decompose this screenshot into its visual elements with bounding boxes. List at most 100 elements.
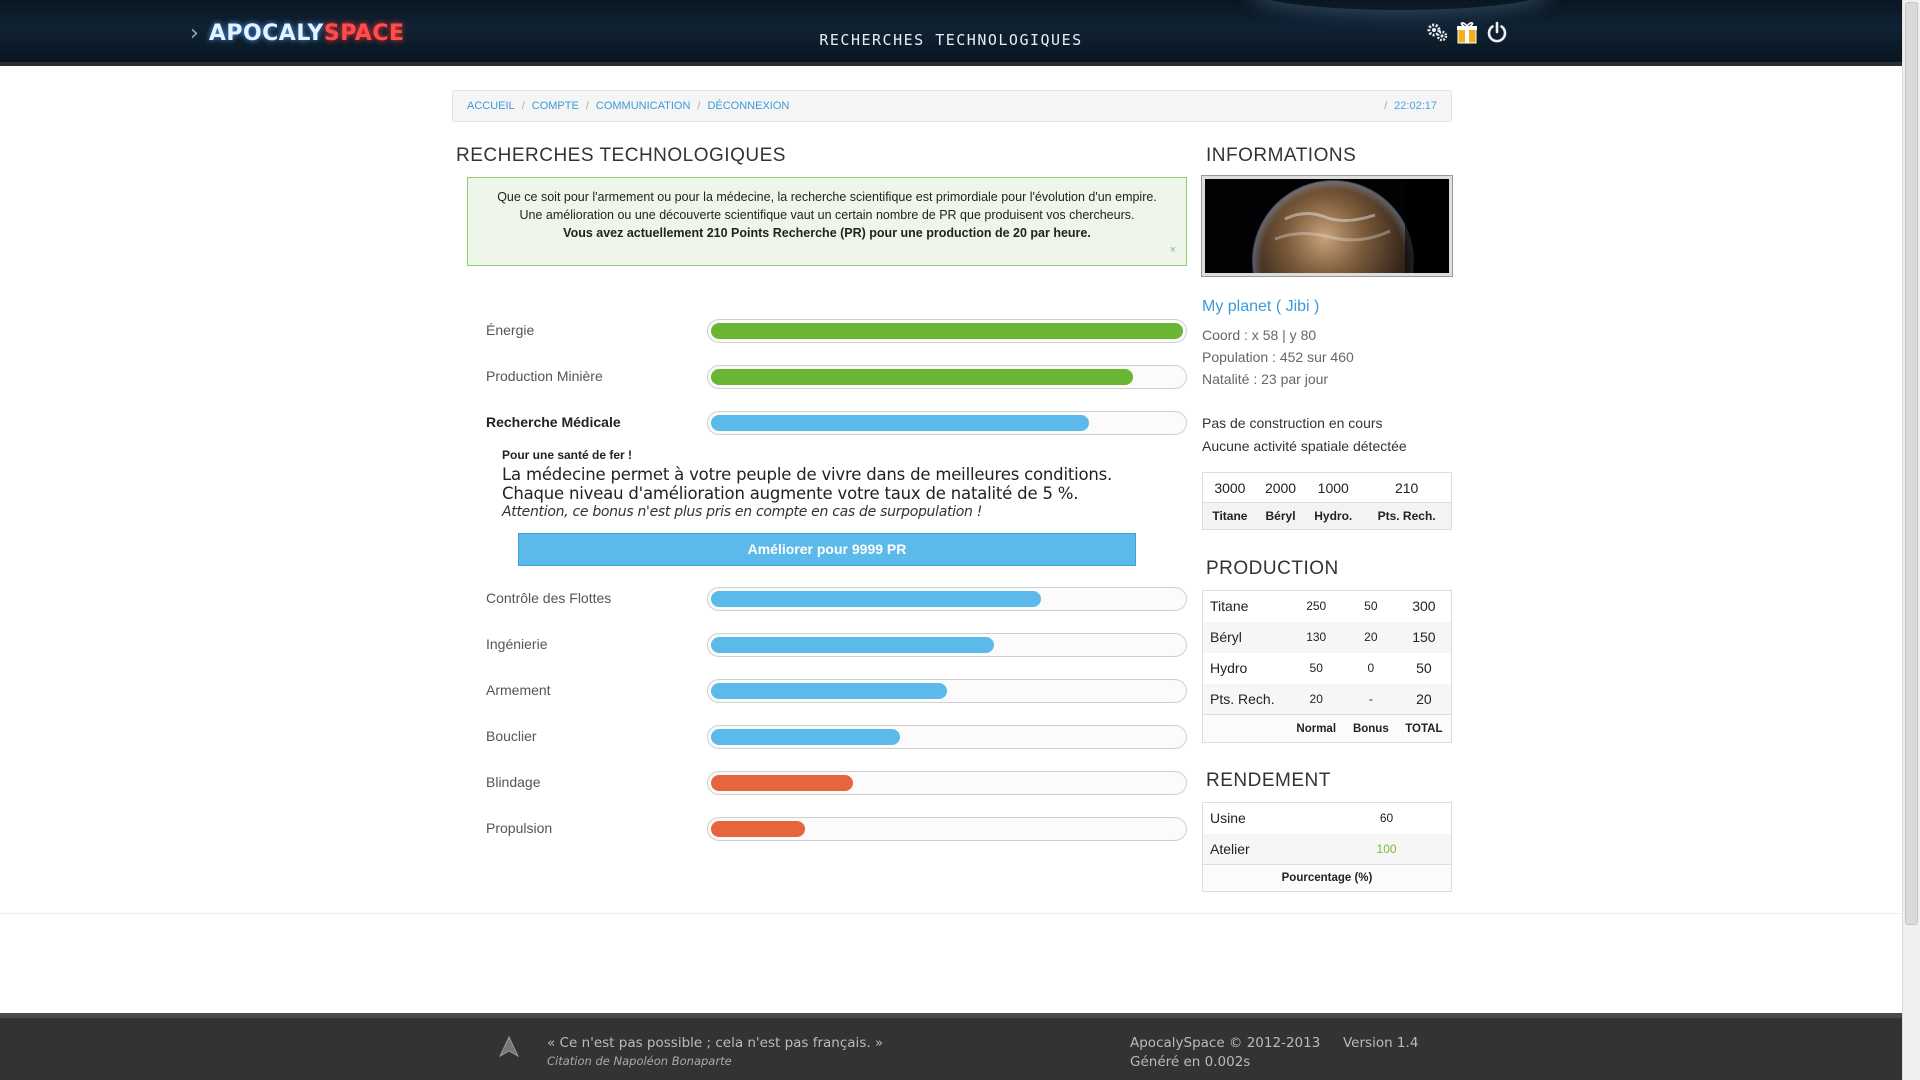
resources-labels-row: Titane Béryl Hydro. Pts. Rech. bbox=[1202, 502, 1452, 530]
planet-population: Population : 452 sur 460 bbox=[1202, 349, 1354, 365]
footer-quote: « Ce n'est pas possible ; cela n'est pas… bbox=[547, 1035, 884, 1051]
production-total: 50 bbox=[1416, 660, 1432, 676]
scrollbar-thumb[interactable] bbox=[1905, 2, 1918, 925]
tech-label: Armement bbox=[486, 682, 551, 698]
progress-fill bbox=[711, 637, 994, 653]
progress-track bbox=[707, 411, 1187, 435]
planet-natalite: Natalité : 23 par jour bbox=[1202, 371, 1329, 387]
production-normal: 20 bbox=[1287, 683, 1345, 715]
breadcrumb-communication[interactable]: COMMUNICATION bbox=[595, 100, 691, 112]
tech-row-recherche-medicale[interactable]: Recherche Médicale bbox=[486, 411, 1187, 435]
upgrade-button[interactable]: Améliorer pour 9999 PR bbox=[518, 533, 1136, 566]
gears-icon[interactable] bbox=[1425, 20, 1449, 44]
footer-version: Version 1.4 bbox=[1343, 1035, 1419, 1051]
tech-row-controle-flottes[interactable]: Contrôle des Flottes bbox=[486, 587, 1187, 611]
resource-value: 1000 bbox=[1317, 479, 1349, 496]
power-icon[interactable] bbox=[1485, 20, 1509, 44]
logo-text-part1: APOCALY bbox=[208, 20, 324, 46]
resource-value: 2000 bbox=[1264, 479, 1297, 496]
tech-row-energie[interactable]: Énergie bbox=[486, 319, 1187, 343]
tech-label: Contrôle des Flottes bbox=[486, 590, 612, 606]
resource-label: Hydro. bbox=[1304, 502, 1363, 530]
alert-line-1: Que ce soit pour l'armement ou pour la m… bbox=[497, 190, 1157, 204]
top-header: › APOCALY SPACE RECHERCHES TECHNOLOGIQUE… bbox=[0, 0, 1902, 66]
resources-table: 3000 2000 1000 210 Titane Béryl Hydro. P… bbox=[1202, 472, 1452, 530]
table-row: Pts. Rech. 20 - 20 bbox=[1202, 683, 1452, 715]
resource-label: Titane bbox=[1202, 502, 1257, 530]
rendement-footer-row: Pourcentage (%) bbox=[1202, 864, 1452, 892]
planet-name-link[interactable]: My planet ( Jibi ) bbox=[1202, 298, 1320, 315]
clock-time: 22:02:17 bbox=[1394, 100, 1437, 112]
info-alert: Que ce soit pour l'armement ou pour la m… bbox=[467, 177, 1187, 266]
planet-image bbox=[1201, 175, 1453, 277]
progress-track bbox=[707, 633, 1187, 657]
footer: « Ce n'est pas possible ; cela n'est pas… bbox=[0, 1013, 1902, 1080]
breadcrumb-compte[interactable]: COMPTE bbox=[531, 100, 579, 112]
informations-title: INFORMATIONS bbox=[1206, 145, 1357, 166]
rendement-value: 100 bbox=[1322, 833, 1452, 865]
resource-label: Pts. Rech. bbox=[1362, 502, 1452, 530]
logo[interactable]: › APOCALY SPACE bbox=[190, 18, 405, 48]
production-header-empty bbox=[1202, 714, 1288, 743]
planet-coord: Coord : x 58 | y 80 bbox=[1202, 327, 1317, 343]
breadcrumb-deconnexion[interactable]: DÉCONNEXION bbox=[707, 100, 790, 112]
page-title: RECHERCHES TECHNOLOGIQUES bbox=[456, 145, 786, 166]
breadcrumb-accueil[interactable]: ACCUEIL bbox=[467, 100, 515, 112]
page-scrollbar[interactable] bbox=[1902, 0, 1920, 1080]
resource-value: 210 bbox=[1394, 479, 1419, 496]
progress-fill bbox=[711, 369, 1133, 385]
progress-track bbox=[707, 771, 1187, 795]
tech-label: Blindage bbox=[486, 774, 541, 790]
rendement-title: RENDEMENT bbox=[1206, 770, 1331, 791]
tech-row-production-miniere[interactable]: Production Minière bbox=[486, 365, 1187, 389]
tech-row-propulsion[interactable]: Propulsion bbox=[486, 817, 1187, 841]
tech-label: Bouclier bbox=[486, 728, 537, 744]
table-row: Béryl 130 20 150 bbox=[1202, 621, 1452, 653]
gift-icon[interactable] bbox=[1455, 20, 1479, 44]
breadcrumb-separator: / bbox=[521, 100, 525, 112]
production-total: 300 bbox=[1412, 598, 1436, 615]
progress-fill bbox=[711, 775, 853, 791]
table-row: Hydro 50 0 50 bbox=[1203, 653, 1452, 684]
production-total: 20 bbox=[1396, 683, 1452, 715]
tech-label: Propulsion bbox=[486, 820, 553, 836]
clock: / 22:02:17 bbox=[1377, 100, 1437, 112]
progress-fill bbox=[711, 415, 1089, 431]
progress-fill bbox=[711, 683, 947, 699]
activity-status: Pas de construction en cours Aucune acti… bbox=[1202, 412, 1407, 458]
production-header: TOTAL bbox=[1396, 714, 1452, 743]
alert-line-3-bold: Vous avez actuellement 210 Points Recher… bbox=[563, 226, 1091, 240]
production-bonus: 0 bbox=[1367, 661, 1375, 675]
rendement-name: Usine bbox=[1210, 810, 1246, 827]
table-row: Usine 60 bbox=[1203, 803, 1452, 834]
spatial-status: Aucune activité spatiale détectée bbox=[1202, 438, 1407, 454]
alert-line-2: Une amélioration ou une découverte scien… bbox=[519, 208, 1135, 222]
footer-spacer bbox=[0, 913, 1902, 1013]
production-bonus: 20 bbox=[1344, 621, 1397, 653]
tech-detail-description: La médecine permet à votre peuple de viv… bbox=[502, 465, 1113, 503]
resource-value: 3000 bbox=[1214, 479, 1246, 496]
tech-row-bouclier[interactable]: Bouclier bbox=[486, 725, 1187, 749]
logo-text-part2: SPACE bbox=[323, 20, 405, 46]
production-name: Hydro bbox=[1210, 660, 1248, 676]
progress-fill bbox=[711, 591, 1041, 607]
progress-fill bbox=[711, 821, 805, 837]
tech-row-ingenierie[interactable]: Ingénierie bbox=[486, 633, 1187, 657]
production-normal: 130 bbox=[1287, 621, 1345, 653]
production-title: PRODUCTION bbox=[1206, 558, 1339, 579]
progress-track bbox=[707, 725, 1187, 749]
construction-status: Pas de construction en cours bbox=[1202, 415, 1383, 431]
breadcrumb-separator: / bbox=[1384, 100, 1388, 112]
header-title: RECHERCHES TECHNOLOGIQUES bbox=[819, 31, 1083, 49]
tech-row-armement[interactable]: Armement bbox=[486, 679, 1187, 703]
footer-quote-author: Citation de Napoléon Bonaparte bbox=[547, 1054, 732, 1068]
close-icon[interactable]: × bbox=[1169, 244, 1176, 256]
production-normal: 250 bbox=[1306, 599, 1327, 614]
progress-track bbox=[707, 319, 1187, 343]
production-total: 150 bbox=[1396, 621, 1452, 653]
production-normal: 50 bbox=[1309, 661, 1323, 675]
rendement-footer: Pourcentage (%) bbox=[1202, 864, 1452, 892]
progress-fill bbox=[711, 323, 1183, 339]
tech-row-blindage[interactable]: Blindage bbox=[486, 771, 1187, 795]
production-bonus: - bbox=[1344, 683, 1397, 715]
